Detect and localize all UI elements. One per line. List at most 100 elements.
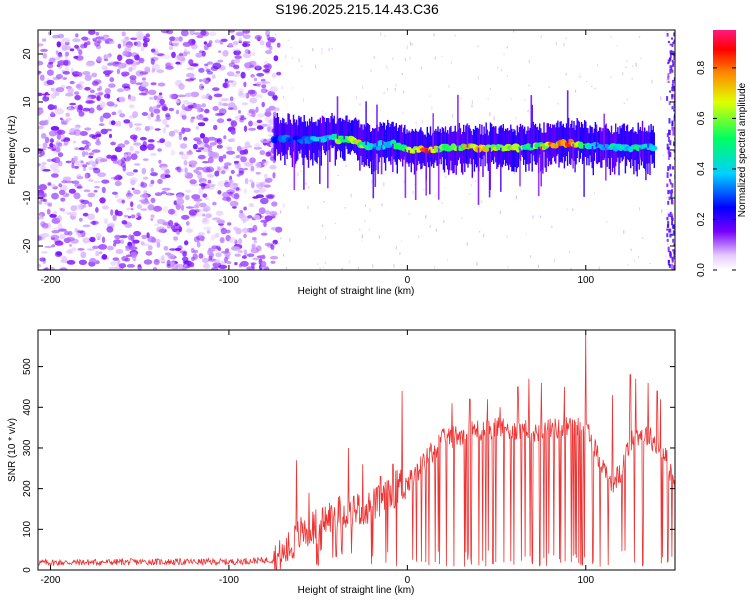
ridge-halo <box>328 118 330 151</box>
edge-stripe <box>672 224 675 229</box>
noise-speck <box>452 113 454 118</box>
noise-blob <box>189 262 195 268</box>
noise-blob <box>207 156 214 164</box>
noise-blob <box>233 105 238 111</box>
noise-blob <box>191 194 201 200</box>
ridge-halo <box>576 118 578 158</box>
noise-blob <box>53 105 57 110</box>
noise-blob <box>218 264 228 269</box>
noise-blob <box>67 248 73 255</box>
noise-speck <box>380 32 382 36</box>
noise-blob <box>71 180 80 185</box>
edge-stripe <box>669 54 672 58</box>
edge-stripe <box>666 228 669 231</box>
noise-blob <box>204 108 210 114</box>
noise-speck <box>477 76 479 80</box>
y-tick-label: 200 <box>22 480 33 497</box>
noise-speck <box>285 55 287 58</box>
edge-stripe <box>668 228 671 233</box>
noise-speck <box>408 212 410 216</box>
noise-blob <box>75 84 81 89</box>
noise-blob <box>195 212 204 217</box>
edge-stripe <box>667 189 670 195</box>
noise-blob <box>80 251 87 259</box>
noise-speck <box>335 222 337 225</box>
noise-blob <box>103 93 110 99</box>
edge-stripe <box>668 57 671 62</box>
noise-blob <box>55 146 61 153</box>
noise-blob <box>163 245 169 251</box>
noise-blob <box>269 38 275 43</box>
edge-stripe <box>671 200 674 205</box>
noise-speck <box>300 65 302 67</box>
noise-blob <box>224 162 232 166</box>
noise-blob <box>46 158 53 162</box>
noise-blob <box>229 96 234 102</box>
noise-blob <box>97 172 107 178</box>
ridge-halo <box>437 126 439 166</box>
noise-blob <box>102 34 110 38</box>
noise-blob <box>61 38 71 43</box>
noise-blob <box>219 237 225 244</box>
ridge-halo <box>286 124 288 160</box>
noise-blob <box>120 161 127 168</box>
noise-blob <box>207 61 214 65</box>
snr-xlabel: Height of straight line (km) <box>298 585 415 596</box>
edge-stripe <box>673 77 675 82</box>
ridge-halo <box>320 123 322 166</box>
ridge-halo <box>611 134 614 172</box>
noise-blob <box>154 223 159 227</box>
edge-stripe <box>667 40 670 43</box>
noise-blob <box>216 113 225 116</box>
noise-blob <box>123 214 129 218</box>
noise-speck <box>500 211 502 214</box>
noise-blob <box>128 66 133 72</box>
noise-speck <box>434 56 436 60</box>
noise-blob <box>86 41 91 46</box>
noise-blob <box>196 234 205 241</box>
ridge-streak <box>530 95 533 148</box>
noise-speck <box>466 242 468 246</box>
noise-blob <box>165 114 171 121</box>
noise-speck <box>321 48 323 52</box>
noise-blob <box>140 193 149 199</box>
noise-speck <box>344 207 346 209</box>
noise-blob <box>179 250 188 254</box>
noise-speck <box>403 180 405 184</box>
noise-blob <box>101 179 110 184</box>
noise-blob <box>164 252 172 256</box>
noise-blob <box>243 249 247 253</box>
noise-blob <box>51 230 60 234</box>
noise-blob <box>131 187 135 191</box>
noise-blob <box>160 166 168 171</box>
ridge-halo <box>276 112 279 150</box>
ridge-halo <box>356 119 358 155</box>
noise-blob <box>140 182 148 188</box>
noise-blob <box>54 240 64 246</box>
ridge-streak <box>466 123 469 148</box>
noise-blob <box>260 88 268 94</box>
edge-stripe <box>671 213 674 218</box>
ridge-halo <box>396 131 398 174</box>
noise-speck <box>275 33 277 37</box>
ridge-halo <box>406 129 408 162</box>
noise-blob <box>135 36 145 40</box>
noise-blob <box>74 94 81 101</box>
noise-speck <box>420 66 423 70</box>
noise-speck <box>395 84 397 87</box>
noise-blob <box>99 158 108 162</box>
edge-stripe <box>671 220 674 226</box>
noise-blob <box>42 142 48 149</box>
noise-blob <box>147 89 157 96</box>
ridge-halo <box>573 121 575 161</box>
edge-stripe <box>668 156 670 160</box>
ridge-streak <box>583 144 585 197</box>
noise-speck <box>435 228 437 232</box>
noise-speck <box>489 112 491 116</box>
noise-blob <box>98 91 104 96</box>
ridge-halo <box>377 131 379 174</box>
edge-stripe <box>668 136 670 142</box>
noise-speck <box>568 250 570 253</box>
noise-speck <box>286 164 288 166</box>
noise-blob <box>41 161 47 166</box>
